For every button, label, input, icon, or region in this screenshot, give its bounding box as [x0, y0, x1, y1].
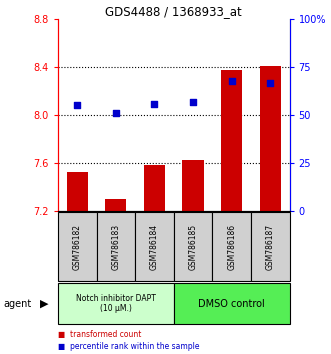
- Text: GSM786184: GSM786184: [150, 224, 159, 270]
- Bar: [182, 160, 204, 211]
- Text: GSM786182: GSM786182: [73, 224, 82, 270]
- Text: GSM786183: GSM786183: [111, 224, 120, 270]
- Text: Notch inhibitor DAPT
(10 μM.): Notch inhibitor DAPT (10 μM.): [76, 294, 156, 313]
- Point: [113, 110, 118, 116]
- Title: GDS4488 / 1368933_at: GDS4488 / 1368933_at: [105, 5, 242, 18]
- Bar: [221, 70, 242, 211]
- Point: [229, 78, 234, 84]
- Bar: [260, 66, 281, 211]
- Text: GSM786187: GSM786187: [266, 224, 275, 270]
- Bar: [144, 165, 165, 211]
- Point: [268, 80, 273, 85]
- Bar: [105, 199, 126, 211]
- Text: ■  transformed count: ■ transformed count: [58, 330, 141, 339]
- Text: GSM786186: GSM786186: [227, 224, 236, 270]
- Text: DMSO control: DMSO control: [198, 298, 265, 309]
- Point: [74, 103, 80, 108]
- Text: GSM786185: GSM786185: [189, 224, 198, 270]
- Bar: [67, 172, 88, 211]
- Point: [152, 101, 157, 107]
- Text: ▶: ▶: [40, 298, 49, 309]
- Text: ■  percentile rank within the sample: ■ percentile rank within the sample: [58, 342, 199, 351]
- Text: agent: agent: [3, 298, 31, 309]
- Point: [190, 99, 196, 104]
